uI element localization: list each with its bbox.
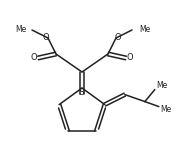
Text: S: S (78, 88, 84, 97)
Text: Me: Me (156, 81, 167, 90)
Text: Me: Me (15, 24, 26, 33)
Text: Me: Me (139, 24, 150, 33)
Text: O: O (127, 54, 133, 62)
Text: O: O (115, 32, 121, 41)
Text: Me: Me (160, 105, 171, 114)
Text: O: O (43, 32, 49, 41)
Text: O: O (31, 54, 37, 62)
